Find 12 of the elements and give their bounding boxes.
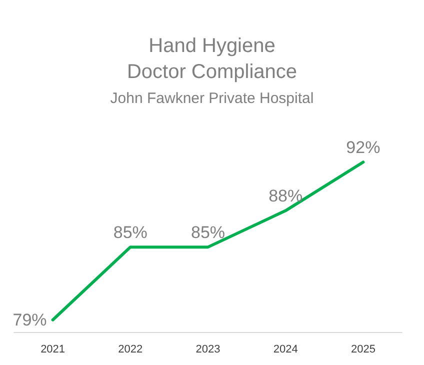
x-tick-label: 2023 (196, 344, 220, 356)
chart-title: Hand Hygiene Doctor Compliance (126, 35, 298, 83)
data-label: 85% (113, 223, 148, 242)
x-tick-label: 2022 (118, 344, 143, 356)
data-label: 79% (12, 310, 47, 330)
x-tick-label: 2024 (273, 344, 298, 356)
x-tick-label: 2021 (40, 344, 66, 356)
x-tick-label: 2025 (350, 344, 376, 356)
data-label: 88% (268, 186, 303, 206)
data-label: 92% (346, 138, 380, 158)
chart-subtitle: John Fawkner Private Hospital (110, 90, 314, 107)
data-label: 85% (190, 223, 226, 242)
